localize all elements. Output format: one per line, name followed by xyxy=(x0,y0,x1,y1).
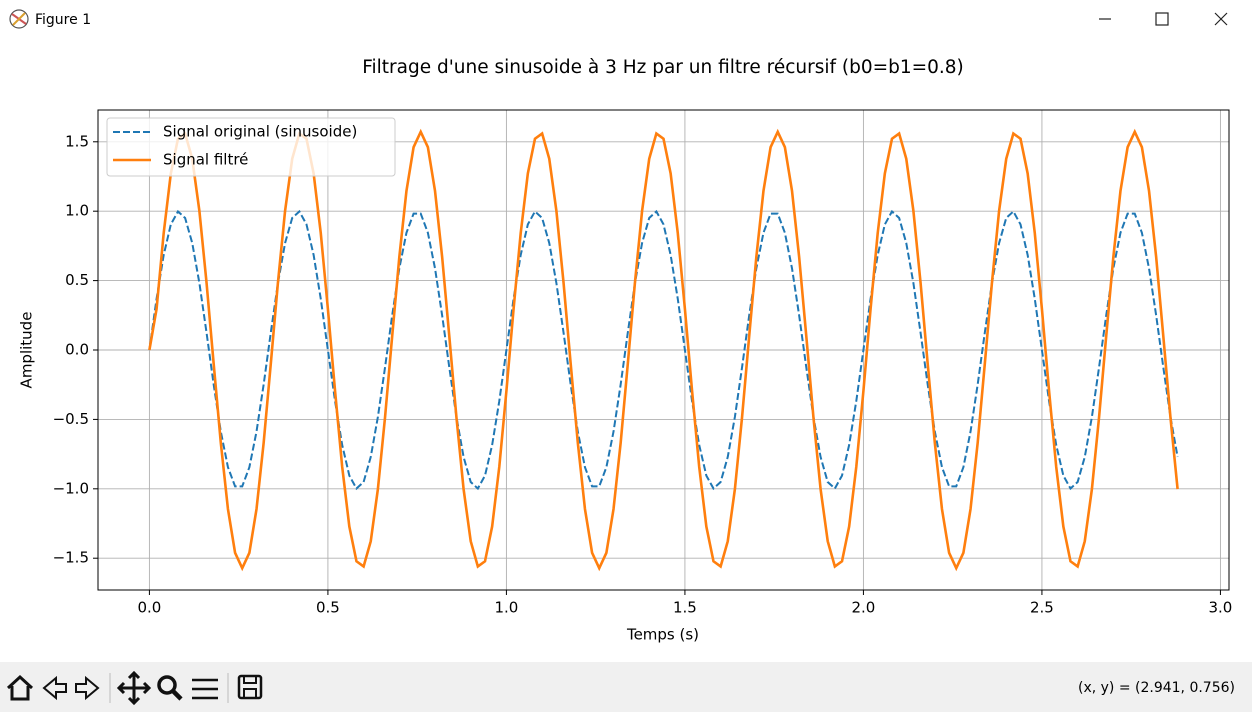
data-line xyxy=(148,209,1179,491)
toolbar xyxy=(0,662,1252,712)
y-tick-label: 1.0 xyxy=(65,202,89,220)
window-title: Figure 1 xyxy=(35,12,91,28)
legend-box xyxy=(106,117,396,177)
forward-button[interactable] xyxy=(75,675,100,701)
x-tick-label: 0.5 xyxy=(316,599,340,617)
y-tick-label: −1.5 xyxy=(53,549,89,567)
legend: Signal original (sinusoide) Signal filtré xyxy=(106,117,396,177)
home-button[interactable] xyxy=(6,674,34,701)
x-tick-label: 1.5 xyxy=(673,599,697,617)
x-tick-label: 2.5 xyxy=(1030,599,1054,617)
data-line xyxy=(148,128,1179,572)
x-tick-label: 1.0 xyxy=(494,599,518,617)
legend-label: Signal original (sinusoide) xyxy=(163,123,357,141)
status-text: (x, y) = (2.941, 0.756) xyxy=(1078,680,1235,696)
zoom-button[interactable] xyxy=(157,675,183,701)
x-tick-label: 2.0 xyxy=(851,599,875,617)
y-tick-label: −1.0 xyxy=(53,479,89,497)
legend-label: Signal filtré xyxy=(163,151,248,169)
app-icon xyxy=(9,9,29,29)
y-tick-label: −0.5 xyxy=(53,410,89,428)
y-axis-label: Amplitude xyxy=(18,312,36,389)
x-tick-label: 3.0 xyxy=(1209,599,1233,617)
chart-title: Filtrage d'une sinusoide à 3 Hz par un f… xyxy=(362,57,964,78)
maximize-button[interactable] xyxy=(1155,12,1169,26)
y-tick-label: 1.5 xyxy=(65,132,89,150)
close-button[interactable] xyxy=(1214,12,1228,26)
save-button[interactable] xyxy=(237,674,263,700)
y-tick-label: 0.5 xyxy=(65,271,89,289)
pan-button[interactable] xyxy=(116,670,152,706)
x-axis-label: Temps (s) xyxy=(626,626,699,644)
back-button[interactable] xyxy=(42,675,67,701)
configure-button[interactable] xyxy=(192,678,218,700)
axes-frame xyxy=(97,109,1230,591)
x-tick-label: 0.0 xyxy=(137,599,161,617)
title-bar xyxy=(0,0,1252,38)
y-tick-label: 0.0 xyxy=(65,341,89,359)
